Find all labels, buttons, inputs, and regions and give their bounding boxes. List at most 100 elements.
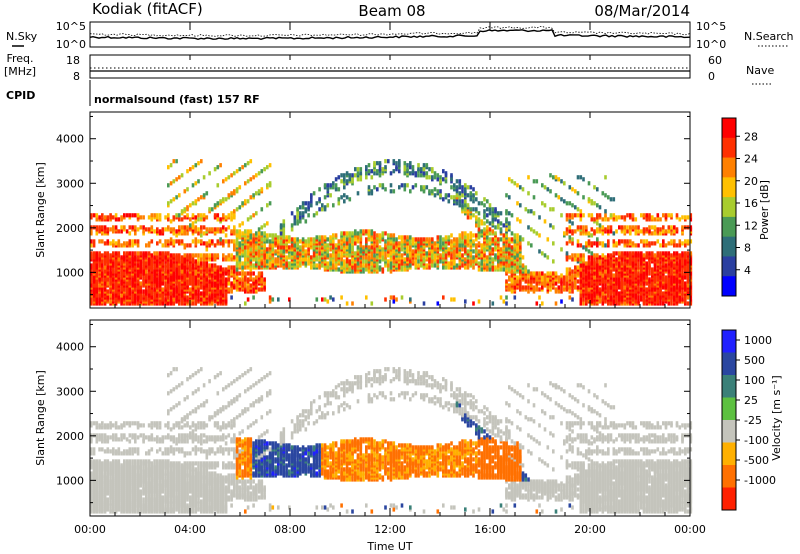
power-cell xyxy=(464,231,467,236)
power-cell xyxy=(659,231,662,236)
power-cell xyxy=(362,229,365,234)
power-cell xyxy=(436,177,440,182)
power-cell xyxy=(109,253,112,258)
power-cell xyxy=(447,251,451,256)
power-cell xyxy=(389,183,393,188)
power-cell xyxy=(508,267,511,272)
power-cell xyxy=(197,179,200,184)
power-cell xyxy=(318,247,321,252)
power-cell xyxy=(216,183,220,188)
power-cell xyxy=(477,227,481,232)
freq-right-tick-bottom: 0 xyxy=(708,70,715,83)
power-cell xyxy=(200,233,203,238)
power-cell xyxy=(189,167,192,172)
power-cell xyxy=(312,253,316,258)
power-cell xyxy=(318,263,321,268)
power-cell xyxy=(161,243,165,248)
beam-title: Beam 08 xyxy=(358,2,425,20)
power-cell xyxy=(560,179,563,184)
power-cell xyxy=(169,199,173,204)
power-cell xyxy=(373,253,376,258)
power-cell xyxy=(596,237,599,242)
power-cell xyxy=(662,277,665,282)
power-cell xyxy=(469,215,473,220)
power-cell xyxy=(450,185,453,190)
power-cell xyxy=(139,215,143,220)
power-cell xyxy=(675,285,679,290)
power-cell xyxy=(417,263,420,268)
power-cell xyxy=(299,211,302,216)
power-cell xyxy=(156,227,159,232)
power-cell xyxy=(125,213,129,218)
power-cell xyxy=(208,227,211,232)
power-cell xyxy=(238,271,242,276)
power-cell xyxy=(186,187,189,192)
power-cell xyxy=(235,169,239,174)
power-cell xyxy=(197,291,200,296)
power-cell xyxy=(290,211,294,216)
freq-panel: Freq. [MHz] 18 8 60 0 Nave xyxy=(4,52,774,85)
power-cell xyxy=(120,243,123,248)
power-cell xyxy=(409,259,412,264)
power-cell xyxy=(98,251,101,256)
power-cell xyxy=(455,185,459,190)
power-cell xyxy=(345,301,349,306)
power-cell xyxy=(249,241,253,246)
power-cell xyxy=(546,237,550,242)
power-cell xyxy=(502,223,506,228)
power-cell xyxy=(241,165,244,170)
power-cell xyxy=(609,253,613,258)
power-cell xyxy=(587,213,591,218)
power-cell xyxy=(590,255,594,260)
power-cell xyxy=(186,243,189,248)
power-cell xyxy=(656,227,660,232)
power-cell xyxy=(576,207,580,212)
power-cell xyxy=(406,183,409,188)
power-cell xyxy=(326,183,330,188)
power-cell xyxy=(257,171,261,176)
power-cell xyxy=(527,289,530,294)
power-cell xyxy=(425,185,429,190)
power-cell xyxy=(554,193,558,198)
power-cell xyxy=(620,215,624,220)
power-cell xyxy=(189,287,192,292)
power-cell xyxy=(255,245,258,250)
power-cell xyxy=(106,239,110,244)
power-cell xyxy=(191,183,195,188)
power-cell xyxy=(400,247,404,252)
power-cell xyxy=(117,229,121,234)
power-cell xyxy=(678,217,682,222)
power-cell xyxy=(180,255,184,260)
power-cell xyxy=(194,199,198,204)
power-cell xyxy=(356,167,360,172)
power-cell xyxy=(453,195,456,200)
power-cell xyxy=(535,271,539,276)
power-cell xyxy=(238,241,242,246)
power-cell xyxy=(260,271,264,276)
power-cell xyxy=(609,213,613,218)
power-cell xyxy=(568,267,572,272)
power-cell xyxy=(417,163,420,168)
power-cell xyxy=(637,243,640,248)
power-cell xyxy=(227,287,231,292)
power-cell xyxy=(359,229,363,234)
power-cell xyxy=(290,237,294,242)
noise-right-tick-top: 10^5 xyxy=(696,20,726,33)
power-cell xyxy=(95,213,99,218)
power-cell xyxy=(648,271,651,276)
power-cell xyxy=(428,167,431,172)
power-cell xyxy=(123,251,126,256)
power-cell xyxy=(439,179,442,184)
power-cell xyxy=(651,267,654,272)
power-cell xyxy=(274,233,277,238)
power-cell xyxy=(464,249,467,254)
power-cell xyxy=(420,173,423,178)
power-cell xyxy=(472,301,475,306)
power-cell xyxy=(444,255,448,260)
power-cell xyxy=(444,193,448,198)
power-cell xyxy=(673,243,676,248)
power-cell xyxy=(552,271,555,276)
power-cell xyxy=(428,189,431,194)
power-cell xyxy=(348,197,352,202)
power-cell xyxy=(271,259,275,264)
